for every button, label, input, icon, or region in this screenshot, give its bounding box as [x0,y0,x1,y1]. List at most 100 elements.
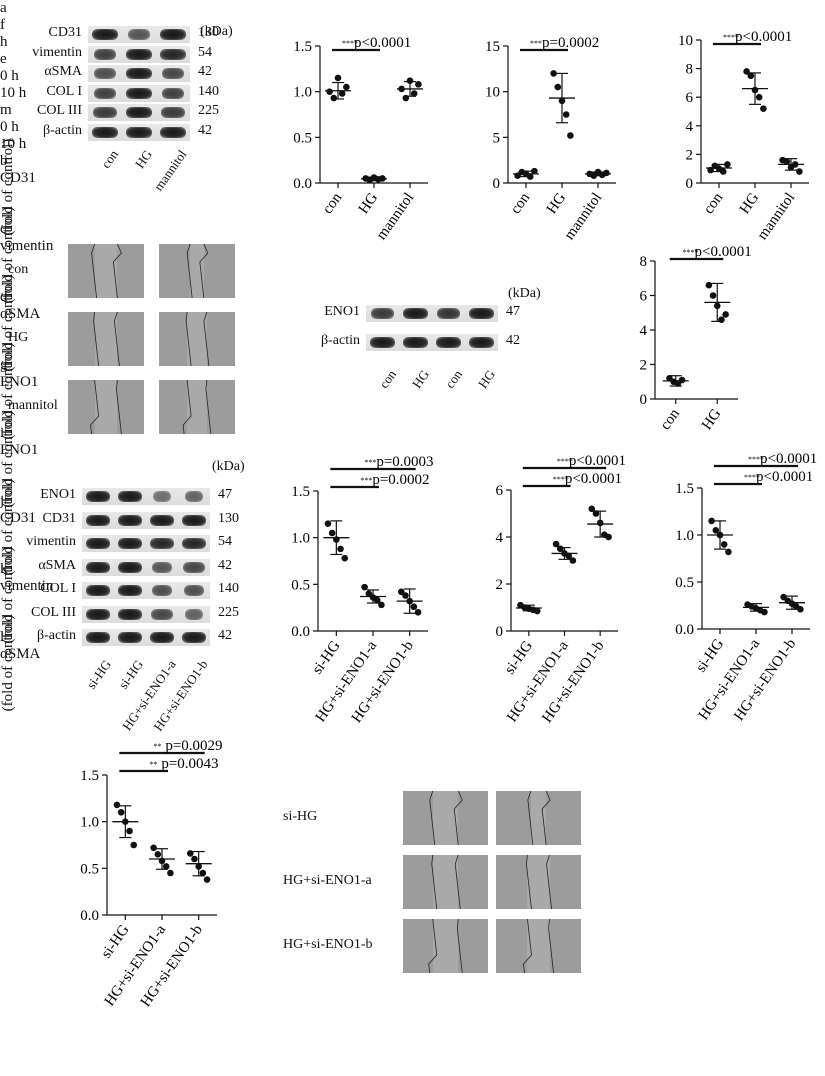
panel-letter: d [0,289,8,305]
y-tick-label: 0.5 [291,577,310,593]
blot-row-label: αSMA [38,557,76,573]
blot-band [402,308,429,319]
data-point [783,158,791,165]
y-tick-label: 8 [686,62,694,78]
blot-row-label: COL I [46,83,82,99]
y-tick-label: 1.0 [291,531,310,547]
blot-band [117,608,143,620]
blot-strip [82,605,210,623]
wound-row-label: con [8,262,29,277]
blot-strip [366,334,498,351]
significance-label: p=0.0002 [542,35,599,51]
data-point [330,94,338,102]
blot-band [117,491,143,502]
blot-band [150,538,174,549]
y-tick-label: 2 [686,147,694,163]
significance-stars: ** [149,760,157,769]
wound-image [68,312,144,366]
data-point [603,169,610,177]
data-point [378,601,385,609]
panel-letter: e [0,51,7,67]
blot-band [183,561,205,573]
x-tick-label: con [320,190,346,217]
significance-label: p<0.0001 [760,451,817,467]
blot-row-kda: 42 [198,64,212,79]
wound-image [159,380,235,434]
wound-edges [182,380,212,434]
wound-image [403,919,488,973]
blot-band [91,126,119,138]
data-point [550,70,557,77]
y-tick-label: 1.5 [293,39,312,55]
data-point [780,593,787,601]
wound-edge-line [186,244,193,298]
blot-band [94,68,116,79]
wound-image [159,244,235,298]
blot-band [436,308,461,319]
blot-band [152,561,172,573]
blot-row-kda: 47 [506,304,520,319]
panel-letter: k [0,561,8,577]
blot-band [161,87,185,99]
y-tick-label: 0.0 [291,624,310,640]
significance-stars: **** [553,475,569,484]
wound-edges [90,380,122,434]
blot-band [93,87,117,99]
blot-strip [88,26,190,43]
data-point [569,557,577,564]
panel-letter: f [0,17,5,33]
chart-title: CD31 [0,170,36,186]
blot-row-kda: 140 [218,581,239,596]
time-label: 0 h [0,119,19,135]
significance-label: p=0.0043 [161,756,218,772]
x-tick-label: si-HG [693,636,727,675]
wound-edges [186,244,209,298]
blot-band [161,68,185,79]
wound-gap [94,380,118,434]
blot-band [85,632,111,643]
data-point [373,596,381,604]
blot-row-kda: 54 [218,534,232,549]
significance-stars: **** [723,33,739,42]
significance-label: p<0.0001 [565,471,622,487]
wound-image [496,919,581,973]
blot-band [85,491,111,502]
data-point [191,855,198,863]
y-tick-label: 15 [485,39,500,55]
y-tick-label: 8 [640,254,648,270]
wound-image [496,855,581,909]
blot-band [128,29,150,40]
wound-gap [94,312,118,366]
data-point [167,869,174,877]
x-tick-label: mannitol [374,190,418,243]
panel-letter: g [0,357,8,373]
blot-row-label: COL I [40,581,76,596]
data-point [341,554,349,562]
blot-band [161,107,185,118]
blot-row-kda: 130 [218,510,239,526]
wound-edges [523,919,554,973]
blot-row-kda: 225 [198,103,219,118]
data-point [186,850,194,857]
wound-edges [526,855,552,909]
data-point [162,863,170,870]
wound-image [403,791,488,845]
data-point [406,77,414,85]
wound-row-label: HG+si-ENO1-a [283,873,372,888]
blot-strip [88,104,190,121]
blot-strip [82,582,210,599]
data-point [554,83,562,91]
blot-row-label: β-actin [43,122,82,138]
panel-letter: h [0,34,8,50]
blot-strip [88,123,190,141]
time-label: 0 h [0,68,19,84]
blot-band [125,48,153,60]
y-axis-label: relative mRNA expression (fold of contro… [0,614,16,712]
data-point [562,111,570,118]
wound-image [159,312,235,366]
kda-header: (kDa) [200,24,233,39]
significance-stars: *** [360,476,372,485]
data-point [117,809,125,816]
blot-band [151,585,173,596]
data-point [565,552,572,560]
